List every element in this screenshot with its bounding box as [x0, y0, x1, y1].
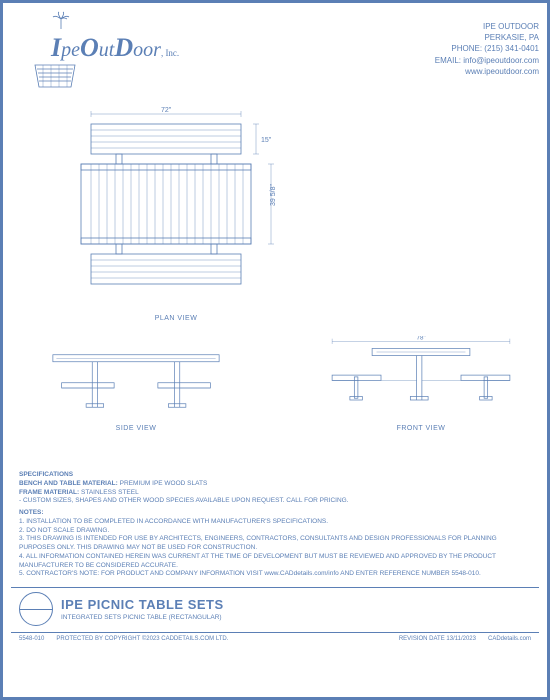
note-4: 4. ALL INFORMATION CONTAINED HEREIN WAS … — [19, 553, 531, 571]
header: IpeOutDoor, Inc. IPE OUTDOOR PERKASIE, P… — [11, 11, 539, 101]
dim-plan-depth: 39 5/8" — [270, 184, 277, 206]
dim-plan-bench: 15" — [261, 137, 272, 144]
side-view-label: SIDE VIEW — [31, 425, 241, 432]
title-main: IPE PICNIC TABLE SETS — [61, 597, 224, 612]
plan-bottom-bench — [91, 254, 241, 284]
note-1: 1. INSTALLATION TO BE COMPLETED IN ACCOR… — [19, 518, 531, 527]
company-name: IPE OUTDOOR — [435, 21, 539, 32]
title-sub: INTEGRATED SETS PICNIC TABLE (RECTANGULA… — [61, 614, 224, 621]
company-city: PERKASIE, PA — [435, 32, 539, 43]
side-view: SIDE VIEW — [31, 346, 241, 432]
phone-line: PHONE: (215) 341-0401 — [435, 43, 539, 54]
web-line: www.ipeoutdoor.com — [435, 66, 539, 77]
footer-copyright: PROTECTED BY COPYRIGHT ©2023 CADDETAILS.… — [56, 636, 228, 642]
spec-custom: - CUSTOM SIZES, SHAPES AND OTHER WOOD SP… — [19, 497, 531, 506]
title-text: IPE PICNIC TABLE SETS INTEGRATED SETS PI… — [61, 597, 224, 621]
footer-revision: REVISION DATE 13/11/2023 — [399, 636, 476, 642]
email-line: EMAIL: info@ipeoutdoor.com — [435, 55, 539, 66]
note-3: 3. THIS DRAWING IS INTENDED FOR USE BY A… — [19, 535, 531, 553]
planter-icon — [31, 59, 79, 89]
plan-view-label: PLAN VIEW — [61, 315, 291, 322]
drawings-area: 72" 15" 39 5/8" — [11, 106, 539, 466]
footer: 5548-010 PROTECTED BY COPYRIGHT ©2023 CA… — [11, 632, 539, 642]
plan-table — [81, 164, 251, 244]
footer-ref: 5548-010 — [19, 636, 44, 642]
spec-bench: BENCH AND TABLE MATERIAL: PREMIUM IPE WO… — [19, 480, 531, 489]
drawing-page: IpeOutDoor, Inc. IPE OUTDOOR PERKASIE, P… — [0, 0, 550, 700]
footer-site: CADdetails.com — [488, 636, 531, 642]
note-5: 5. CONTRACTOR'S NOTE: FOR PRODUCT AND CO… — [19, 570, 531, 579]
plan-view: 72" 15" 39 5/8" — [61, 106, 291, 322]
contact-block: IPE OUTDOOR PERKASIE, PA PHONE: (215) 34… — [435, 11, 539, 77]
spec-heading: SPECIFICATIONS — [19, 471, 531, 480]
notes-heading: NOTES: — [19, 509, 531, 518]
dim-plan-width: 72" — [161, 107, 172, 114]
dim-front-width: 78" — [417, 336, 426, 342]
front-view-label: FRONT VIEW — [311, 425, 531, 432]
spec-frame: FRAME MATERIAL: STAINLESS STEEL — [19, 489, 531, 498]
note-2: 2. DO NOT SCALE DRAWING. — [19, 527, 531, 536]
front-view: 78" FRONT VIEW — [311, 336, 531, 432]
specifications: SPECIFICATIONS BENCH AND TABLE MATERIAL:… — [11, 471, 539, 579]
title-circle-icon — [19, 592, 53, 626]
plan-top-bench — [91, 124, 241, 154]
title-block: IPE PICNIC TABLE SETS INTEGRATED SETS PI… — [11, 587, 539, 626]
